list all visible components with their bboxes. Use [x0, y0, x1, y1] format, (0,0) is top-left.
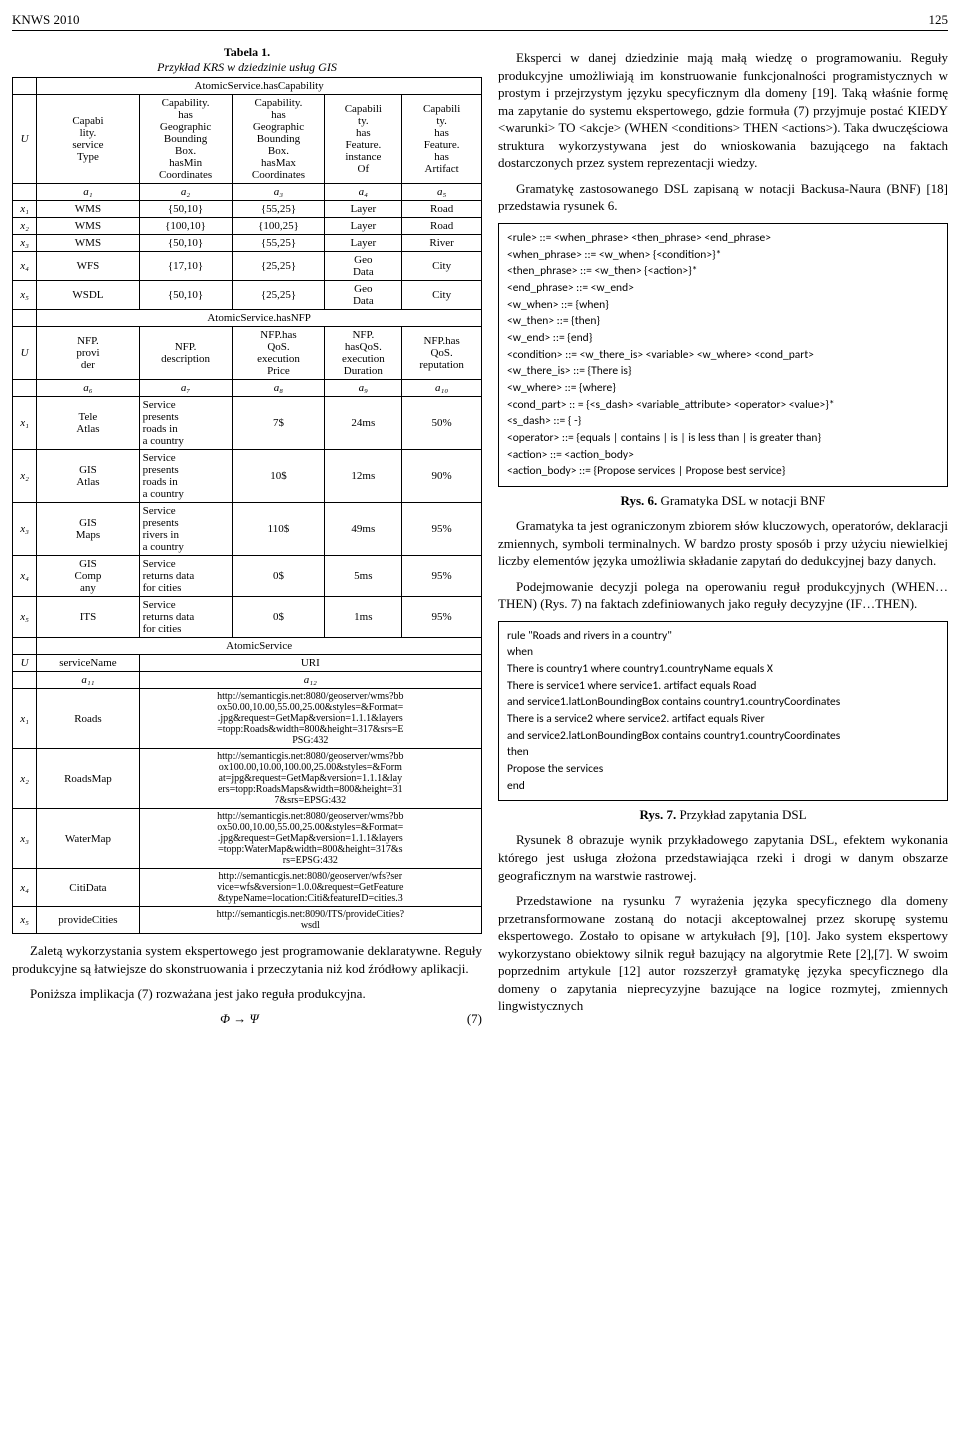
rule-line: and service1.latLonBoundingBox contains … — [507, 694, 939, 711]
fig6-caption: Rys. 6. Gramatyka DSL w notacji BNF — [498, 493, 948, 509]
rule-line: rule "Roads and rivers in a country" — [507, 628, 939, 645]
grammar-line: <condition> ::= <w_there_is> <variable> … — [507, 347, 939, 364]
table-row: x₅provideCitieshttp://semanticgis.net:80… — [13, 907, 482, 934]
rule-line: end — [507, 778, 939, 795]
a-row2: a₆ a₇ a₈ a₉ a₁₀ — [13, 380, 482, 397]
grammar-line: <action> ::= <action_body> — [507, 447, 939, 464]
table-row: x₂WMS{100,10}{100,25}LayerRoad — [13, 218, 482, 235]
grammar-line: <rule> ::= <when_phrase> <then_phrase> <… — [507, 230, 939, 247]
header-right: 125 — [929, 12, 949, 28]
rule-line: There is a service2 where service2. arti… — [507, 711, 939, 728]
grammar-line: <then_phrase> ::= <w_then> {<action>}* — [507, 263, 939, 280]
grammar-line: <s_dash> ::= { -} — [507, 413, 939, 430]
right-para2: Gramatykę zastosowanego DSL zapisaną w n… — [498, 180, 948, 215]
table1-caption-bold: Tabela 1. — [224, 45, 270, 59]
grammar-line: <w_where> ::= {where} — [507, 380, 939, 397]
table-row: x₃WaterMaphttp://semanticgis.net:8080/ge… — [13, 809, 482, 869]
grammar-line: <when_phrase> ::= <w_when> {<condition>}… — [507, 247, 939, 264]
grammar-line: <operator> ::= {equals | contains | is |… — [507, 430, 939, 447]
grammar-line: <w_end> ::= {end} — [507, 330, 939, 347]
fig7-caption: Rys. 7. Przykład zapytania DSL — [498, 807, 948, 823]
right-para6: Przedstawione na rysunku 7 wyrażenia jęz… — [498, 892, 948, 1015]
right-column: Eksperci w danej dziedzinie mają małą wi… — [498, 41, 948, 1035]
grammar-box: <rule> ::= <when_phrase> <then_phrase> <… — [498, 223, 948, 487]
grammar-line: <w_when> ::= {when} — [507, 297, 939, 314]
table-row: x₁Tele AtlasService presents roads in a … — [13, 397, 482, 450]
table1: AtomicService.hasCapability U Capabi lit… — [12, 77, 482, 934]
table-row: x₅WSDL{50,10}{25,25}Geo DataCity — [13, 281, 482, 310]
right-para1: Eksperci w danej dziedzinie mają małą wi… — [498, 49, 948, 172]
sec3-span: AtomicService — [37, 638, 482, 655]
right-para4: Podejmowanie decyzji polega na operowani… — [498, 578, 948, 613]
table1-caption: Tabela 1. Przykład KRS w dziedzinie usłu… — [12, 45, 482, 75]
rule-line: There is service1 where service1. artifa… — [507, 678, 939, 695]
grammar-line: <end_phrase> ::= <w_end> — [507, 280, 939, 297]
table1-caption-rest: Przykład KRS w dziedzinie usług GIS — [157, 60, 337, 74]
rule-example-box: rule "Roads and rivers in a country"when… — [498, 621, 948, 802]
table-row: x₃GIS MapsService presents rivers in a c… — [13, 503, 482, 556]
table-row: x₅ITSService returns data for cities0$1m… — [13, 597, 482, 638]
table-row: x₂GIS AtlasService presents roads in a c… — [13, 450, 482, 503]
table-row: x₁Roadshttp://semanticgis.net:8080/geose… — [13, 689, 482, 749]
a-row1: a₁ a₂ a₃ a₄ a₅ — [13, 184, 482, 201]
hdr3: U serviceName URI — [13, 655, 482, 672]
left-para2: Poniższa implikacja (7) rozważana jest j… — [12, 985, 482, 1003]
table-row: x₁WMS{50,10}{55,25}LayerRoad — [13, 201, 482, 218]
left-para1: Zaletą wykorzystania system ekspertowego… — [12, 942, 482, 977]
header-left: KNWS 2010 — [12, 12, 80, 28]
grammar-line: <w_then> ::= {then} — [507, 313, 939, 330]
a-row3: a₁₁ a₁₂ — [13, 672, 482, 689]
grammar-line: <action_body> ::= {Propose services | Pr… — [507, 463, 939, 480]
equation-7: Φ → Ψ(7) — [12, 1011, 482, 1027]
sec2-span: AtomicService.hasNFP — [37, 310, 482, 327]
table-row: x₄CitiDatahttp://semanticgis.net:8080/ge… — [13, 869, 482, 907]
table-row: x₄WFS{17,10}{25,25}Geo DataCity — [13, 252, 482, 281]
grammar-line: <w_there_is> ::= {There is} — [507, 363, 939, 380]
hdr2: U NFP. provi der NFP. description NFP.ha… — [13, 327, 482, 380]
right-para3: Gramatyka ta jest ograniczonym zbiorem s… — [498, 517, 948, 570]
table-row: x₃WMS{50,10}{55,25}LayerRiver — [13, 235, 482, 252]
table-row: x₂RoadsMaphttp://semanticgis.net:8080/ge… — [13, 749, 482, 809]
rule-line: Propose the services — [507, 761, 939, 778]
right-para5: Rysunek 8 obrazuje wynik przykładowego z… — [498, 831, 948, 884]
left-column: Tabela 1. Przykład KRS w dziedzinie usłu… — [12, 41, 482, 1035]
page-header: KNWS 2010 125 — [12, 12, 948, 31]
grammar-line: <cond_part> :: = {<s_dash> <variable_att… — [507, 397, 939, 414]
rule-line: when — [507, 644, 939, 661]
sec1-span: AtomicService.hasCapability — [37, 78, 482, 95]
rule-line: There is country1 where country1.country… — [507, 661, 939, 678]
hdr1: U Capabi lity. service Type Capability. … — [13, 95, 482, 184]
table-row: x₄GIS Comp anyService returns data for c… — [13, 556, 482, 597]
rule-line: then — [507, 744, 939, 761]
rule-line: and service2.latLonBoundingBox contains … — [507, 728, 939, 745]
